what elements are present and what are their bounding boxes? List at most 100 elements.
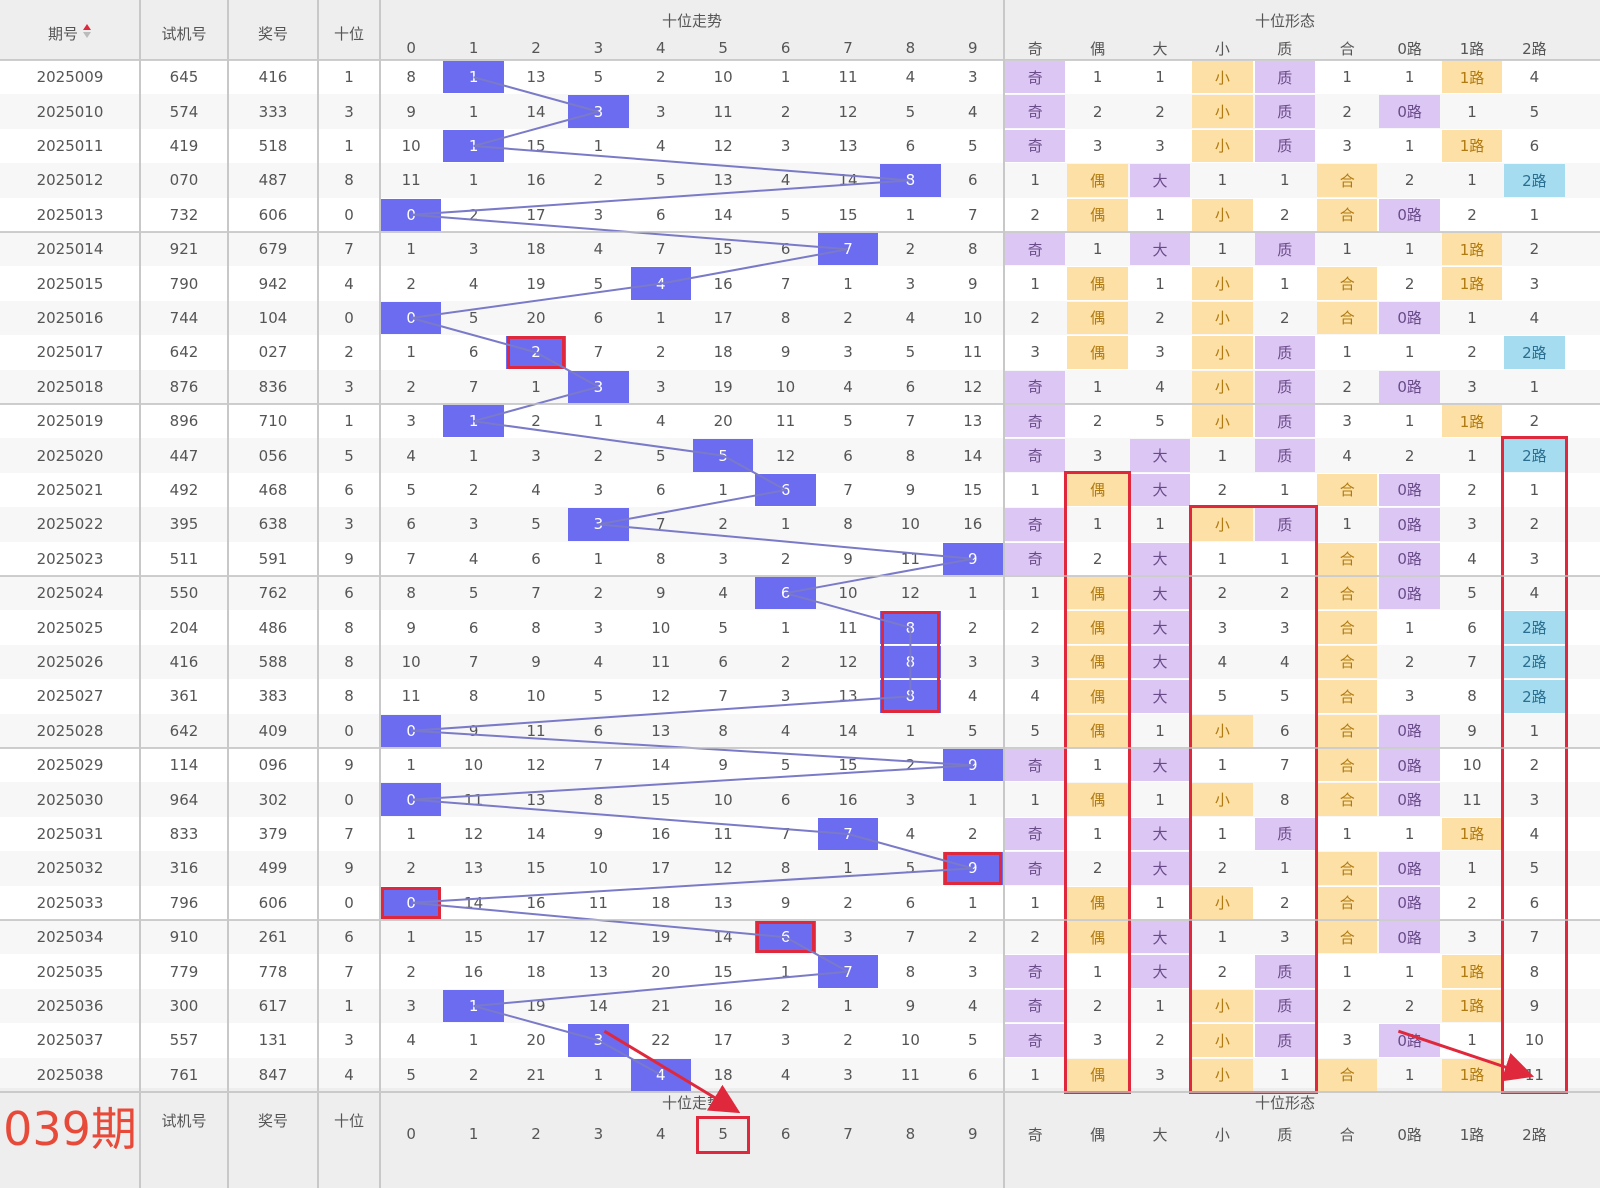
issue-cell: 2025027	[36, 687, 104, 706]
trend-miss-cell: 16	[526, 893, 546, 912]
trend-miss-cell: 7	[843, 480, 853, 499]
tens-value-cell: 0	[344, 790, 354, 809]
trend-miss-cell: 6	[468, 343, 479, 362]
trend-miss-cell: 21	[526, 1065, 546, 1084]
test-number-cell: 204	[169, 618, 199, 637]
form-cell: 1	[1030, 171, 1040, 190]
trend-miss-cell: 2	[968, 824, 978, 843]
form-cell: 1	[1155, 893, 1165, 912]
form-column-header: 奇	[1027, 39, 1043, 58]
form-cell: 1	[1529, 377, 1540, 396]
tens-trend-group-header: 十位走势	[661, 11, 722, 30]
trend-miss-cell: 3	[406, 412, 416, 431]
form-cell: 0路	[1379, 508, 1440, 541]
test-number-cell: 761	[169, 1065, 199, 1084]
trend-miss-cell: 6	[656, 480, 666, 499]
test-number-cell: 300	[169, 996, 199, 1015]
footer-trend-digit-label: 1	[468, 1125, 479, 1143]
form-cell: 合	[1317, 680, 1378, 713]
footer-trend-digit-label: 7	[843, 1125, 853, 1143]
form-cell: 3	[1155, 136, 1165, 155]
form-cell: 4	[1529, 68, 1540, 87]
form-cell: 1路	[1441, 233, 1503, 266]
trend-connector-line	[597, 1039, 662, 1076]
trend-miss-cell: 8	[780, 859, 791, 878]
trend-miss-cell: 19	[651, 928, 671, 947]
form-column-header: 质	[1277, 39, 1293, 58]
form-cell: 大	[1129, 233, 1191, 266]
form-cell: 1路	[1441, 61, 1503, 94]
trend-miss-cell: 5	[905, 102, 916, 121]
issue-cell: 2025020	[36, 446, 104, 465]
trend-miss-cell: 15	[713, 962, 733, 981]
trend-miss-cell: 2	[968, 928, 978, 947]
form-cell: 质	[1254, 61, 1315, 94]
prize-number-cell: 486	[258, 618, 288, 637]
trend-miss-cell: 3	[593, 205, 604, 224]
sort-up-down-icon[interactable]	[82, 23, 92, 43]
trend-miss-cell: 10	[651, 618, 671, 637]
prize-number-cell: 104	[258, 308, 288, 327]
trend-miss-cell: 1	[843, 996, 853, 1015]
form-cell: 4	[1280, 652, 1290, 671]
test-number-cell: 316	[169, 859, 199, 878]
trend-miss-cell: 3	[968, 68, 978, 87]
issue-column-header[interactable]: 期号	[0, 6, 140, 60]
form-cell: 3	[1529, 790, 1540, 809]
trend-miss-cell: 1	[905, 205, 916, 224]
prize-number-cell: 606	[258, 205, 288, 224]
trend-miss-cell: 6	[406, 515, 416, 534]
trend-miss-cell: 2	[593, 584, 604, 603]
footer-form-column-label: 小	[1214, 1125, 1230, 1144]
prize-number-cell: 333	[258, 102, 288, 121]
trend-miss-cell: 1	[406, 928, 416, 947]
form-cell: 1	[1467, 1031, 1477, 1050]
trend-miss-cell: 12	[464, 824, 484, 843]
trend-miss-cell: 18	[713, 1065, 733, 1084]
trend-miss-cell: 4	[593, 240, 604, 259]
trend-miss-cell: 2	[780, 652, 791, 671]
form-cell: 小	[1192, 301, 1253, 335]
form-cell: 1	[1280, 859, 1290, 878]
form-cell: 奇	[1005, 542, 1066, 575]
form-cell: 2	[1155, 308, 1165, 327]
form-cell: 合	[1317, 645, 1378, 679]
trend-hit-cell: 1	[443, 989, 504, 1023]
trend-miss-cell: 2	[468, 1065, 479, 1084]
trend-miss-cell: 4	[468, 274, 479, 293]
form-cell: 0路	[1379, 921, 1440, 954]
form-cell: 3	[1280, 928, 1290, 947]
form-cell: 2	[1467, 343, 1477, 362]
trend-miss-cell: 10	[776, 377, 796, 396]
form-cell: 1	[1404, 343, 1415, 362]
trend-miss-cell: 9	[780, 893, 791, 912]
prize-number-cell: 499	[258, 859, 288, 878]
trend-miss-cell: 2	[968, 618, 978, 637]
tens-value-cell: 9	[344, 756, 354, 775]
trend-miss-cell: 5	[656, 171, 666, 190]
form-cell: 1	[1030, 274, 1040, 293]
prize-number-cell: 942	[258, 274, 288, 293]
trend-miss-cell: 4	[656, 136, 666, 155]
form-cell: 1	[1342, 962, 1352, 981]
test-number-cell: 876	[169, 377, 199, 396]
form-cell: 偶	[1067, 783, 1128, 816]
form-cell: 1	[1529, 205, 1540, 224]
trend-miss-cell: 14	[713, 205, 733, 224]
form-cell: 1	[1404, 962, 1415, 981]
form-cell: 0路	[1379, 749, 1440, 782]
trend-miss-cell: 17	[526, 205, 546, 224]
trend-miss-cell: 4	[406, 446, 416, 465]
trend-miss-cell: 13	[963, 412, 983, 431]
form-cell: 3	[1030, 652, 1040, 671]
trend-miss-cell: 16	[713, 274, 733, 293]
form-cell: 奇	[1005, 852, 1066, 885]
form-cell: 4	[1030, 687, 1040, 706]
trend-hit-cell: 0	[381, 714, 442, 747]
form-cell: 2	[1404, 274, 1415, 293]
trend-miss-cell: 15	[713, 240, 733, 259]
trend-miss-cell: 16	[651, 824, 671, 843]
test-number-cell: 779	[169, 962, 199, 981]
trend-miss-cell: 8	[780, 308, 791, 327]
form-cell: 小	[1192, 508, 1253, 541]
